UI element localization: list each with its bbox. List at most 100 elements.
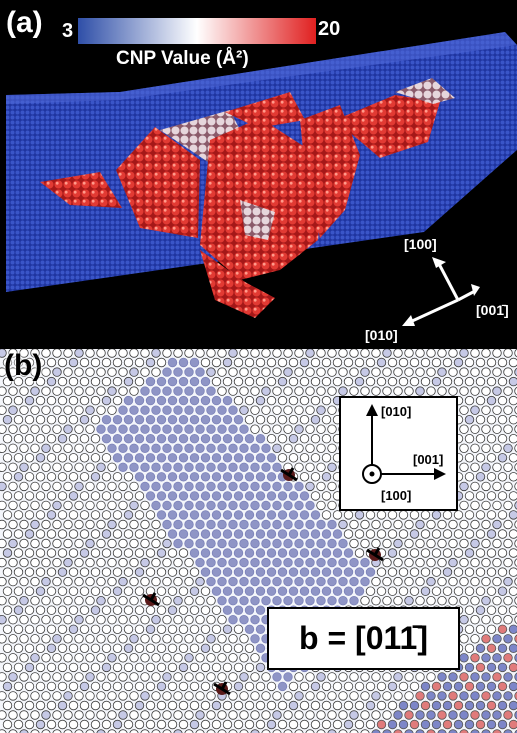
atom [46, 700, 57, 711]
atom [431, 719, 442, 730]
atom [85, 386, 95, 396]
atom [30, 653, 40, 663]
atom [327, 386, 337, 396]
atom [481, 462, 491, 473]
atom [145, 357, 156, 368]
atomic-lattice [0, 349, 517, 733]
atom [200, 567, 211, 577]
atom [200, 472, 211, 482]
atom [305, 349, 315, 358]
atom [393, 557, 403, 568]
atom [283, 538, 293, 549]
atom [338, 557, 348, 568]
atom [508, 605, 517, 615]
atom [338, 576, 348, 587]
atom [277, 376, 288, 387]
atom [310, 529, 321, 539]
atom [360, 576, 370, 587]
atom [486, 643, 497, 654]
atom [195, 462, 205, 473]
atom [420, 681, 431, 692]
atom [475, 605, 486, 615]
atom [101, 472, 112, 482]
atom [332, 529, 343, 539]
atom [470, 576, 480, 587]
atom [156, 472, 167, 482]
atom [107, 595, 117, 606]
atom [486, 681, 497, 692]
atom [96, 634, 106, 644]
atom [244, 395, 255, 406]
atom [178, 414, 189, 425]
atom [371, 519, 381, 530]
atom [101, 548, 112, 558]
atom [272, 405, 282, 415]
atom [90, 548, 101, 558]
atom [140, 462, 150, 473]
atom [151, 634, 161, 644]
atom [239, 462, 249, 473]
atom [497, 548, 508, 558]
atom [316, 386, 326, 396]
atom [101, 681, 112, 692]
atom [497, 529, 508, 539]
atom [178, 491, 189, 501]
atom [420, 719, 431, 730]
atom [35, 414, 46, 425]
atom [173, 424, 183, 434]
atom [250, 424, 260, 434]
atom [398, 567, 409, 577]
atom [398, 529, 409, 539]
atom [200, 357, 211, 368]
atom [156, 433, 167, 444]
atom [57, 357, 68, 368]
atom [217, 443, 227, 454]
atom [46, 472, 57, 482]
atom [486, 719, 497, 730]
atom [387, 548, 398, 558]
atom [244, 414, 255, 425]
atom [503, 519, 513, 530]
atom [151, 500, 161, 511]
atom [244, 491, 255, 501]
atom [464, 529, 475, 539]
atom [63, 615, 73, 625]
atom [514, 539, 517, 548]
atom [475, 357, 486, 368]
atom [46, 395, 57, 406]
atom [470, 519, 480, 530]
atom [41, 634, 51, 644]
atom [101, 605, 112, 615]
atom [13, 605, 24, 615]
atom [46, 662, 57, 673]
atom [398, 376, 409, 387]
atom [101, 376, 112, 387]
atom [277, 453, 288, 463]
atom [200, 643, 211, 654]
atom [382, 691, 392, 701]
atom [233, 681, 244, 692]
atom [321, 586, 332, 596]
atom [195, 405, 205, 415]
atom [200, 376, 211, 387]
atom [266, 491, 277, 501]
atom [90, 681, 101, 692]
atom [173, 367, 183, 377]
atom [74, 424, 84, 434]
atom [112, 681, 123, 692]
atom [2, 548, 13, 558]
atom [239, 367, 249, 377]
atom [508, 700, 517, 711]
atom [63, 557, 73, 568]
atom [173, 634, 183, 644]
atom [0, 481, 7, 492]
atom [508, 510, 517, 520]
atom [448, 710, 458, 720]
atom [250, 634, 260, 644]
atom [360, 519, 370, 530]
atom [514, 367, 517, 377]
atom [503, 443, 513, 454]
atom [30, 710, 40, 720]
atom [316, 557, 326, 568]
atom [112, 472, 123, 482]
